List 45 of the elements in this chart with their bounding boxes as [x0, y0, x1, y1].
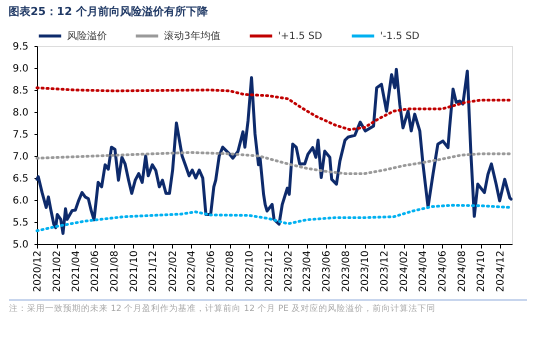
- x-tick-label: 2022/02: [168, 250, 179, 292]
- y-tick-label: 8.5: [12, 86, 28, 96]
- text: 注：采用一致预期的未来 12 个月盈利作为基准，计算前向 12 个月 PE 及对应的风险溢价，前向计算法下同: [9, 303, 436, 314]
- x-tick-label: 2021/02: [52, 250, 64, 292]
- legend-label: 风险溢价: [67, 30, 107, 42]
- y-tick-label: 6.0: [12, 196, 28, 206]
- line-series: [36, 151, 512, 175]
- chart-title: 图表25：12 个月前向风险溢价有所下降: [8, 5, 209, 18]
- legend-label: '+1.5 SD: [278, 31, 323, 42]
- x-tick-label: 2023/04: [302, 250, 314, 292]
- x-tick-label: 2023/10: [360, 250, 372, 292]
- y-tick-label: 8.0: [12, 108, 28, 118]
- y-tick-label: 7.5: [12, 130, 28, 140]
- x-tick-label: 2024/12: [495, 250, 506, 292]
- y-tick-label: 9.0: [12, 64, 28, 74]
- x-tick-label: 2022/08: [225, 250, 236, 292]
- x-tick-label: 2020/12: [32, 250, 44, 292]
- x-tick-label: 2024/10: [476, 250, 488, 292]
- x-tick-label: 2024/08: [456, 250, 468, 292]
- y-tick-label: 5.0: [12, 240, 28, 250]
- x-tick-label: 2024/04: [418, 250, 430, 292]
- x-tick-label: 2021/08: [110, 250, 120, 292]
- line-series: [36, 86, 512, 131]
- x-tick-label: 2021/12: [148, 250, 160, 292]
- x-tick-label: 2022/12: [264, 250, 275, 292]
- x-tick-label: 2023/02: [283, 250, 294, 292]
- y-tick-label: 9.5: [12, 42, 28, 52]
- x-tick-label: 2024/06: [437, 250, 448, 292]
- x-tick-label: 2023/06: [321, 250, 332, 292]
- x-tick-label: 2021/06: [90, 250, 102, 292]
- x-tick-label: 2022/06: [206, 250, 217, 292]
- line-series: [36, 204, 512, 232]
- x-tick-label: 2023/12: [379, 250, 390, 292]
- y-tick-label: 7.0: [12, 152, 28, 162]
- x-tick-label: 2021/10: [128, 250, 140, 292]
- x-tick-label: 2021/04: [70, 250, 82, 292]
- y-tick-label: 5.5: [12, 218, 28, 228]
- legend-label: '-1.5 SD: [380, 31, 420, 42]
- x-tick-label: 2024/02: [399, 250, 410, 292]
- x-tick-label: 2023/08: [340, 250, 352, 292]
- x-tick-label: 2022/10: [244, 250, 256, 292]
- legend-label: 滚动3年均值: [164, 30, 220, 42]
- y-tick-label: 6.5: [12, 174, 28, 184]
- x-tick-label: 2022/04: [186, 250, 198, 292]
- line-series: [36, 68, 513, 235]
